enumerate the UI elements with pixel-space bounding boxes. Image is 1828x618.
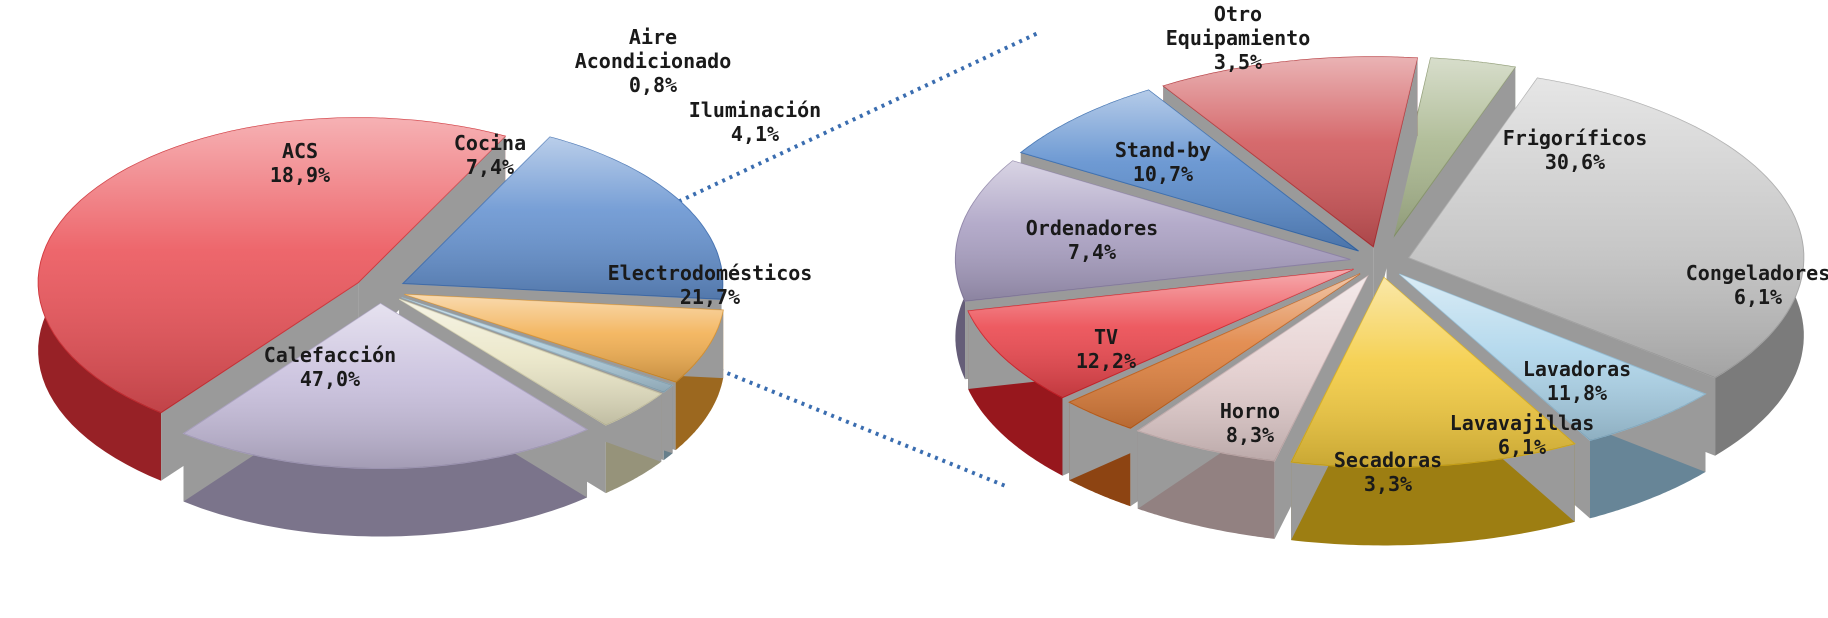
slice-label-electrodomesticos: Electrodomésticos 21,7% <box>608 261 813 309</box>
slice-label-acs: ACS 18,9% <box>270 139 330 187</box>
slice-label-congeladores: Congeladores 6,1% <box>1686 261 1828 309</box>
slice-label-secadoras: Secadoras 3,3% <box>1334 448 1442 496</box>
slice-label-otro-equipamiento: Otro Equipamiento 3,5% <box>1166 2 1311 74</box>
pie-slice-lavadoras <box>1290 276 1576 546</box>
slice-label-stand-by: Stand-by 10,7% <box>1115 138 1211 186</box>
slice-label-ordenadores: Ordenadores 7,4% <box>1026 216 1158 264</box>
slice-label-cocina: Cocina 7,4% <box>454 131 526 179</box>
slice-label-iluminacion: Iluminación 4,1% <box>689 98 821 146</box>
slice-label-frigorificos: Frigoríficos 30,6% <box>1503 126 1648 174</box>
slice-label-lavavajillas: Lavavajillas 6,1% <box>1450 411 1595 459</box>
slice-label-tv: TV 12,2% <box>1076 325 1136 373</box>
slice-label-calefaccion: Calefacción 47,0% <box>264 343 396 391</box>
pie-slice-electrodomesticos <box>182 302 589 537</box>
slice-label-lavadoras: Lavadoras 11,8% <box>1523 357 1631 405</box>
slice-label-horno: Horno 8,3% <box>1220 399 1280 447</box>
slice-label-aire-acondicionado: Aire Acondicionado 0,8% <box>575 25 732 97</box>
